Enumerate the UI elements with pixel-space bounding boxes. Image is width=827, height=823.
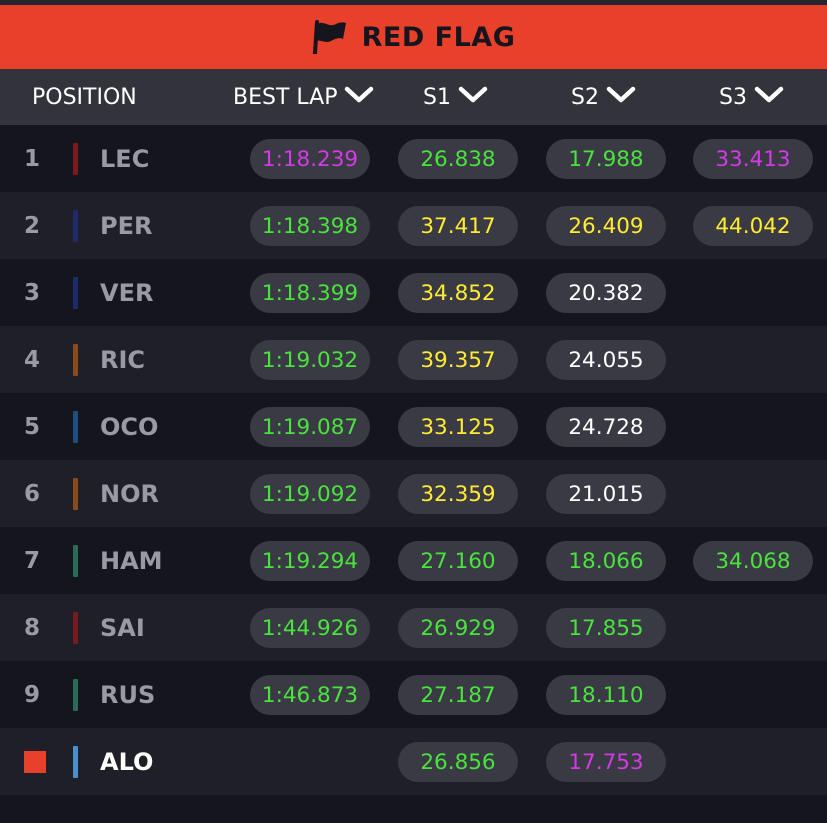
track-status-text: RED FLAG (361, 21, 516, 53)
best-lap-time: 1:44.926 (250, 608, 370, 648)
sector-2-time: 17.988 (546, 139, 666, 179)
team-color-bar (73, 679, 78, 711)
driver-code: OCO (100, 412, 159, 441)
header-s3-label: S3 (719, 84, 747, 110)
position-number: 1 (24, 145, 41, 172)
sector-2-time: 24.055 (546, 340, 666, 380)
header-s3[interactable]: S3 (719, 69, 785, 125)
sector-1-time: 26.856 (398, 742, 518, 782)
best-lap-time: 1:18.239 (250, 139, 370, 179)
position-number: 7 (24, 547, 41, 574)
driver-code: VER (100, 278, 154, 307)
team-color-bar (73, 746, 78, 778)
best-lap-time: 1:18.398 (250, 206, 370, 246)
sector-1-time: 34.852 (398, 273, 518, 313)
table-row[interactable]: 3 VER 1:18.399 34.852 20.382 (0, 259, 827, 326)
driver-code: RIC (100, 345, 146, 374)
driver-code: RUS (100, 680, 156, 709)
header-s1[interactable]: S1 (423, 69, 489, 125)
best-lap-time: 1:19.032 (250, 340, 370, 380)
sector-1-time: 37.417 (398, 206, 518, 246)
flag-icon (312, 20, 348, 54)
chevron-down-icon (753, 84, 785, 110)
sector-3-time: 34.068 (693, 541, 813, 581)
sector-3-time: 44.042 (693, 206, 813, 246)
header-position-label: POSITION (32, 84, 137, 110)
position-number: 4 (24, 346, 41, 373)
table-header: POSITION BEST LAP S1 S2 S3 (0, 69, 827, 125)
team-color-bar (73, 612, 78, 644)
position-number: 6 (24, 480, 41, 507)
sector-1-time: 26.929 (398, 608, 518, 648)
sector-1-time: 26.838 (398, 139, 518, 179)
sector-1-time: 27.187 (398, 675, 518, 715)
driver-code: HAM (100, 546, 163, 575)
best-lap-time: 1:46.873 (250, 675, 370, 715)
sector-2-time: 20.382 (546, 273, 666, 313)
position-number: 9 (24, 681, 41, 708)
driver-code: ALO (100, 747, 154, 776)
driver-code: SAI (100, 613, 145, 642)
timing-table: 1 LEC 1:18.239 26.838 17.988 33.413 2 PER 1:18.3… (0, 125, 827, 795)
header-best-lap[interactable]: BEST LAP (233, 69, 375, 125)
header-best-lap-label: BEST LAP (233, 84, 338, 110)
sector-2-time: 21.015 (546, 474, 666, 514)
table-row[interactable]: 2 PER 1:18.398 37.417 26.409 44.042 (0, 192, 827, 259)
sector-2-time: 17.855 (546, 608, 666, 648)
header-s1-label: S1 (423, 84, 451, 110)
table-row[interactable]: 8 SAI 1:44.926 26.929 17.855 (0, 594, 827, 661)
table-row[interactable]: 4 RIC 1:19.032 39.357 24.055 (0, 326, 827, 393)
header-s2-label: S2 (571, 84, 599, 110)
sector-2-time: 18.066 (546, 541, 666, 581)
current-driver-marker (24, 751, 46, 773)
sector-2-time: 24.728 (546, 407, 666, 447)
position-number: 3 (24, 279, 41, 306)
position-number: 2 (24, 212, 41, 239)
sector-2-time: 17.753 (546, 742, 666, 782)
sector-1-time: 32.359 (398, 474, 518, 514)
sector-3-time: 33.413 (693, 139, 813, 179)
best-lap-time: 1:19.087 (250, 407, 370, 447)
sector-2-time: 18.110 (546, 675, 666, 715)
sector-1-time: 27.160 (398, 541, 518, 581)
sector-1-time: 39.357 (398, 340, 518, 380)
best-lap-time: 1:19.294 (250, 541, 370, 581)
team-color-bar (73, 277, 78, 309)
team-color-bar (73, 143, 78, 175)
driver-code: NOR (100, 479, 159, 508)
top-border (0, 0, 827, 5)
table-row[interactable]: 6 NOR 1:19.092 32.359 21.015 (0, 460, 827, 527)
driver-code: PER (100, 211, 153, 240)
chevron-down-icon (343, 84, 375, 110)
sector-2-time: 26.409 (546, 206, 666, 246)
header-s2[interactable]: S2 (571, 69, 637, 125)
team-color-bar (73, 478, 78, 510)
driver-code: LEC (100, 144, 150, 173)
best-lap-time: 1:19.092 (250, 474, 370, 514)
table-row[interactable]: ALO 26.856 17.753 (0, 728, 827, 795)
sector-1-time: 33.125 (398, 407, 518, 447)
position-number: 5 (24, 413, 41, 440)
header-position[interactable]: POSITION (32, 69, 137, 125)
table-row[interactable]: 5 OCO 1:19.087 33.125 24.728 (0, 393, 827, 460)
chevron-down-icon (457, 84, 489, 110)
table-row[interactable]: 9 RUS 1:46.873 27.187 18.110 (0, 661, 827, 728)
table-row[interactable]: 7 HAM 1:19.294 27.160 18.066 34.068 (0, 527, 827, 594)
team-color-bar (73, 210, 78, 242)
chevron-down-icon (605, 84, 637, 110)
team-color-bar (73, 344, 78, 376)
team-color-bar (73, 545, 78, 577)
table-row[interactable]: 1 LEC 1:18.239 26.838 17.988 33.413 (0, 125, 827, 192)
team-color-bar (73, 411, 78, 443)
position-number: 8 (24, 614, 41, 641)
best-lap-time: 1:18.399 (250, 273, 370, 313)
red-flag-banner: RED FLAG (0, 5, 827, 69)
